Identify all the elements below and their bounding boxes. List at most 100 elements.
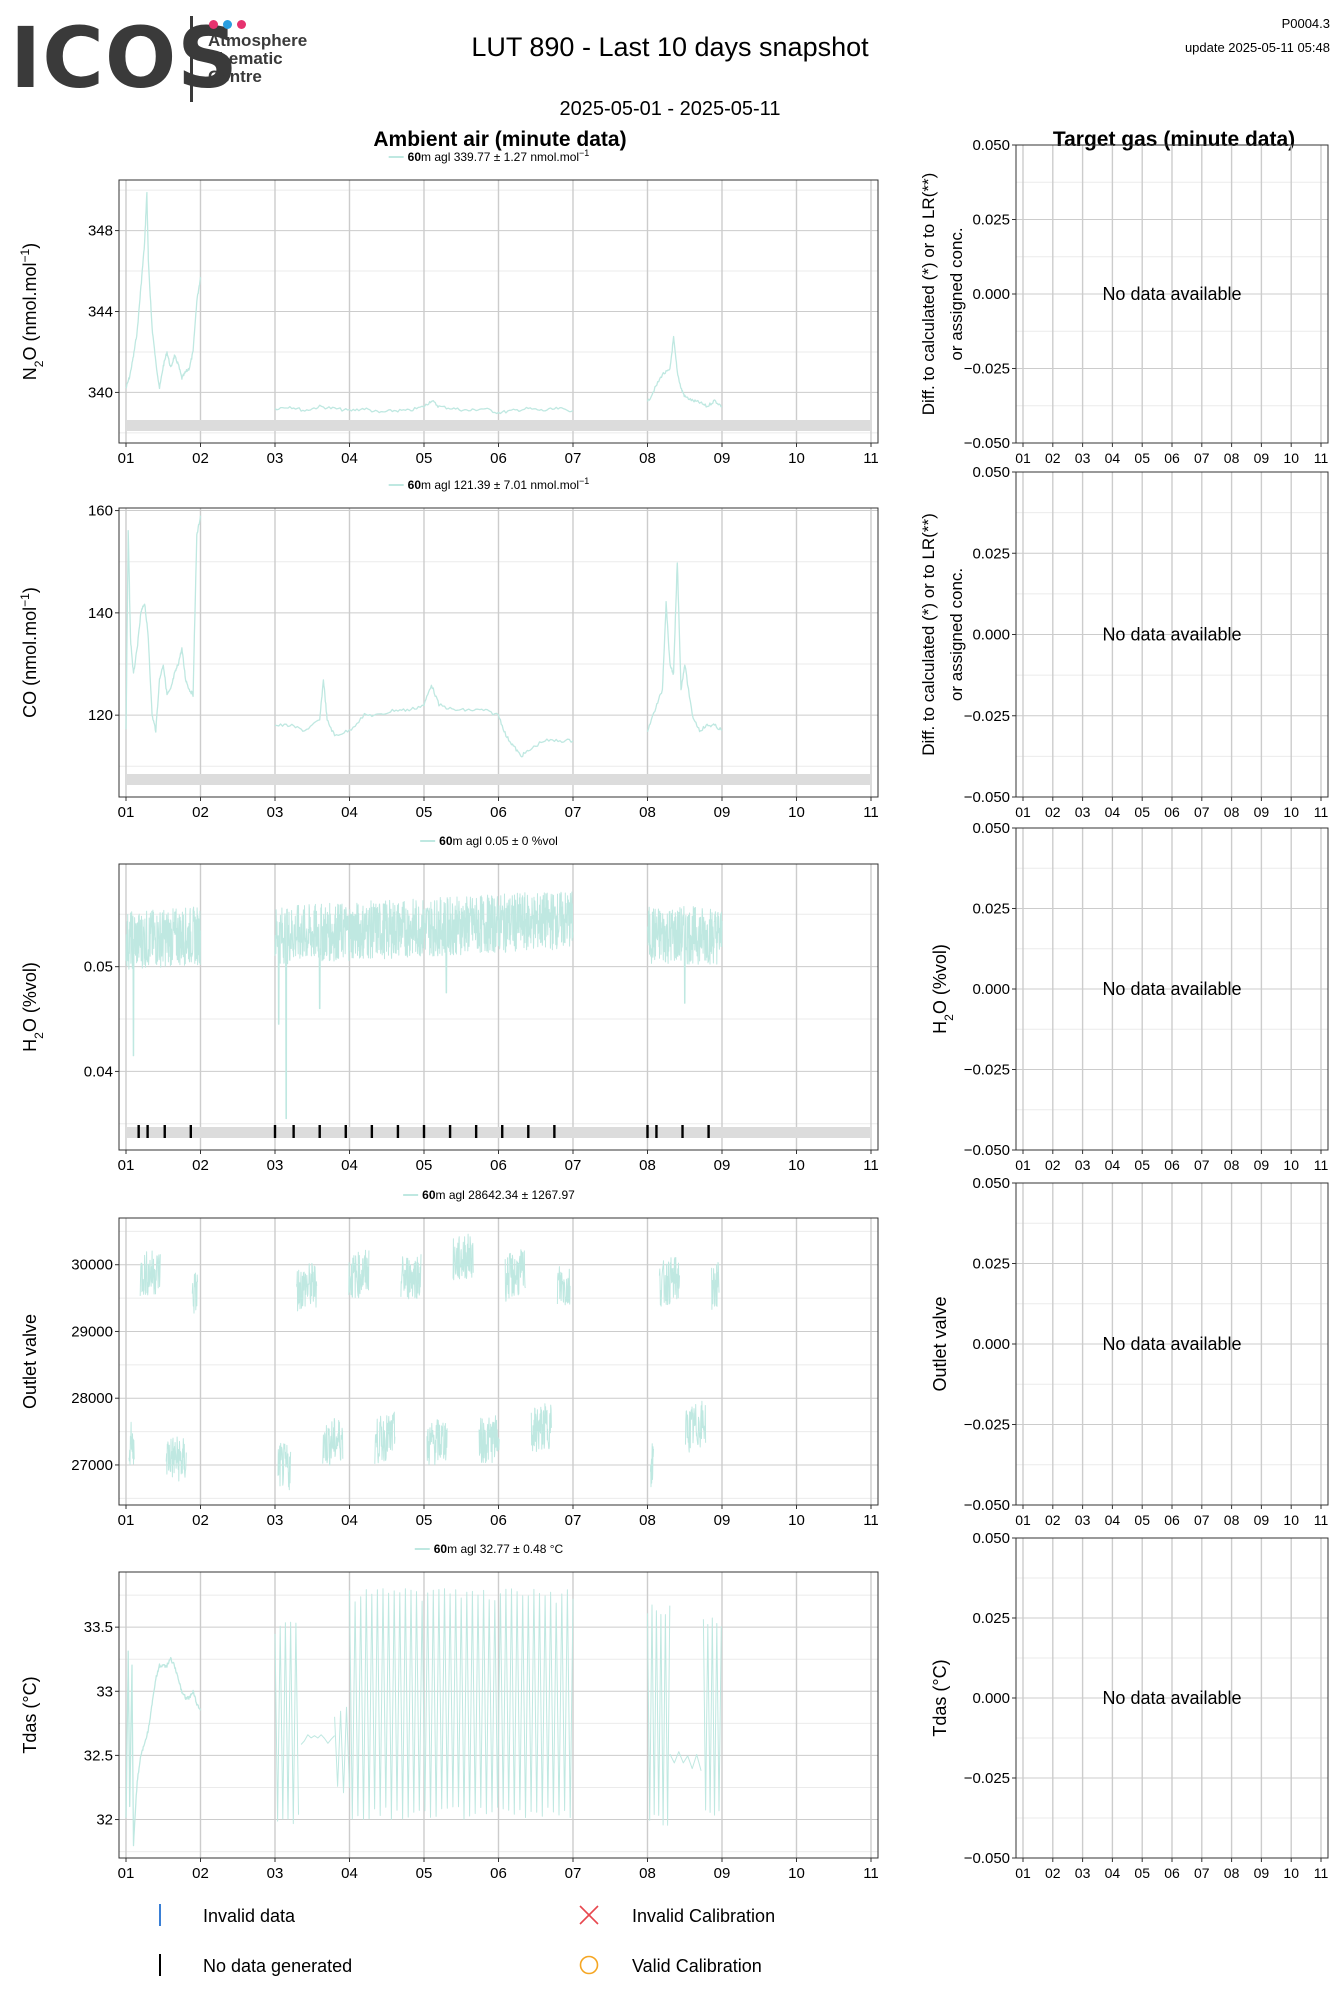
ambient-air-panel: 01 02 03 04 05 06 07 08 09 10 11 340 344 348 N2O (nmol… [18,148,879,467]
x-tick-label: 05 [416,450,433,467]
x-tick-label: 01 [1015,804,1031,820]
y-tick-label: 0.025 [972,545,1010,562]
x-tick-label: 05 [416,1157,433,1174]
x-tick-label: 03 [1075,1865,1091,1881]
x-tick-label: 04 [341,450,358,467]
logo-subtitle: Atmosphere Thematic Centre [208,32,307,86]
no-data-text: No data available [1102,1688,1241,1708]
y-tick-label: 0.000 [972,981,1010,998]
x-tick-label: 08 [1224,1157,1240,1173]
logo-dot [223,20,232,29]
x-tick-label: 02 [1045,1512,1061,1528]
series-line [702,1617,722,1816]
x-tick-label: 03 [267,1157,284,1174]
x-tick-label: 02 [192,1157,209,1174]
y-tick-label: 0.000 [972,627,1010,644]
x-tick-label: 08 [1224,1865,1240,1881]
x-tick-label: 06 [490,1157,507,1174]
series-legend-label: 60m agl 121.39 ± 7.01 nmol.mol−1 [408,476,590,492]
x-tick-label: 11 [863,1512,879,1529]
x-tick-label: 07 [1194,1865,1210,1881]
x-tick-label: 03 [267,1512,284,1529]
series-legend: 60m agl 32.77 ± 0.48 °C [414,1542,564,1556]
y-tick-label: 0.025 [972,901,1010,918]
series-line [125,1650,202,1847]
y-tick-label: −0.050 [964,435,1010,452]
x-tick-label: 05 [1134,1512,1150,1528]
x-tick-label: 04 [1105,1865,1121,1881]
series-line [296,1262,318,1312]
y-tick-label: −0.025 [964,1417,1010,1434]
x-tick-label: 04 [1105,1157,1121,1173]
no-data-text: No data available [1102,284,1241,304]
x-tick-label: 05 [416,804,433,821]
legend-icons-left [159,1904,161,1976]
x-tick-label: 08 [1224,804,1240,820]
x-tick-label: 06 [1164,1157,1180,1173]
x-tick-label: 08 [639,1157,656,1174]
series-legend-label: 60m agl 28642.34 ± 1267.97 [422,1188,575,1202]
logo-subtitle-line: Atmosphere [208,31,308,50]
date-range: 2025-05-01 - 2025-05-11 [559,98,781,120]
x-tick-label: 02 [192,1512,209,1529]
x-tick-label: 09 [1254,1512,1270,1528]
y-tick-label: 32 [96,1812,113,1829]
y-tick-label: 348 [88,223,113,240]
y-tick-label: −0.025 [964,1770,1010,1787]
series-line [125,515,202,733]
page-title: LUT 890 - Last 10 days snapshot [471,32,869,62]
y-axis-label: Tdas (°C) [20,1676,40,1753]
series-line [274,679,574,758]
legend-invalid-calibration: Invalid Calibration [632,1906,776,1926]
x-tick-label: 04 [1105,804,1121,820]
series-line [647,1604,671,1826]
x-tick-label: 04 [341,1512,358,1529]
y-tick-label: −0.050 [964,1497,1010,1514]
x-tick-label: 10 [788,450,805,467]
flag-band [126,420,871,431]
y-tick-label: 344 [88,304,113,321]
x-tick-label: 08 [639,1865,656,1882]
flag-band [126,1127,871,1138]
y-tick-label: 0.050 [972,820,1010,837]
x-tick-label: 05 [1134,804,1150,820]
x-tick-label: 04 [341,804,358,821]
x-tick-label: 01 [118,804,135,821]
x-tick-label: 04 [1105,1512,1121,1528]
y-tick-label: 33 [96,1683,113,1700]
series-line [322,1418,344,1466]
x-tick-label: 10 [788,804,805,821]
y-tick-label: 0.000 [972,1336,1010,1353]
x-tick-label: 03 [267,1865,284,1882]
series-line [191,1272,198,1314]
x-tick-label: 09 [714,804,731,821]
x-tick-label: 07 [565,1157,582,1174]
series-line [400,1254,422,1300]
series-legend-label: 60m agl 32.77 ± 0.48 °C [434,1542,564,1556]
logo-subtitle-line: Thematic [208,49,283,68]
x-tick-label: 11 [863,450,879,467]
y-tick-label: 0.050 [972,1175,1010,1192]
y-tick-label: 28000 [71,1390,113,1407]
series-line [556,1266,571,1306]
target-gas-panel: 01 02 03 04 05 06 07 08 09 10 11 −0.050 −0.025 0.000 0… [919,137,1329,466]
x-tick-label: 10 [1283,804,1299,820]
x-tick-label: 07 [565,804,582,821]
y-tick-label: 32.5 [84,1747,113,1764]
x-tick-label: 09 [714,450,731,467]
x-tick-label: 01 [1015,1865,1031,1881]
ambient-air-panel: 01 02 03 04 05 06 07 08 09 10 11 120 140 160 CO (nmol.… [18,476,879,821]
legend-no-data-generated: No data generated [203,1956,353,1976]
y-axis-label: or assigned conc. [947,227,966,360]
x-tick-label: 08 [1224,450,1240,466]
x-tick-label: 09 [1254,1865,1270,1881]
x-tick-label: 10 [788,1865,805,1882]
y-tick-label: 0.000 [972,286,1010,303]
y-tick-label: 0.050 [972,464,1010,481]
x-tick-label: 01 [118,450,135,467]
series-line [125,191,202,390]
x-tick-label: 01 [1015,1512,1031,1528]
x-tick-label: 02 [192,450,209,467]
x-tick-label: 05 [1134,450,1150,466]
